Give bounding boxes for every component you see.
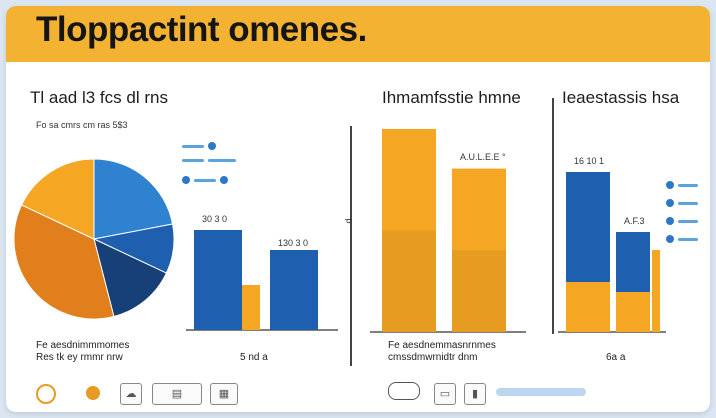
trash-icon: ▮ xyxy=(464,383,486,405)
legend-line-icon xyxy=(678,237,698,241)
data-label: A.F.3 xyxy=(624,216,645,226)
caption-line: Fe aesdnemmasnrnmes xyxy=(388,340,496,351)
bar-segment xyxy=(566,172,610,282)
bar xyxy=(382,128,436,332)
axis-label: d xyxy=(343,218,354,224)
legend-line-icon xyxy=(208,159,236,162)
legend-line-icon xyxy=(678,219,698,223)
legend-item xyxy=(182,142,216,150)
legend-item xyxy=(182,159,236,162)
legend-line-icon xyxy=(182,159,204,162)
orange-dot-icon xyxy=(86,386,100,400)
bar-segment xyxy=(652,250,660,332)
panel-divider xyxy=(552,98,554,334)
pie-slice xyxy=(93,238,168,318)
document-icon: ▤ xyxy=(152,383,202,405)
legend-dot-icon xyxy=(666,217,674,225)
legend-item xyxy=(666,181,698,189)
bar-segment xyxy=(616,292,650,332)
legend-dot-icon xyxy=(666,199,674,207)
progress-track xyxy=(496,388,586,396)
info-icon xyxy=(36,384,56,404)
data-label: 130 3 0 xyxy=(278,238,309,248)
legend-dot-icon xyxy=(182,176,190,184)
connector-icon xyxy=(388,382,420,400)
data-label: 16 10 1 xyxy=(574,156,605,166)
left-panel-subtitle: Fo sa cmrs cm ras 5$3 xyxy=(36,120,128,130)
data-label: 30 3 0 xyxy=(202,214,228,224)
bar-segment xyxy=(566,282,610,332)
caption-line: 5 nd a xyxy=(240,352,268,363)
caption-line: 6a a xyxy=(606,352,626,363)
pie-slice xyxy=(20,158,95,240)
legend-dot-icon xyxy=(220,176,228,184)
folder-icon: ▭ xyxy=(434,383,456,405)
page-title: Tloppactint omenes. xyxy=(36,10,367,49)
caption-line: Res tk ey rmmr nrw xyxy=(36,352,123,363)
left-panel-title: Tl aad l3 fcs dl rns xyxy=(30,88,168,107)
cloud-icon: ☁ xyxy=(120,383,142,405)
chart-canvas xyxy=(13,128,666,333)
legend-item xyxy=(666,199,698,207)
bar xyxy=(270,250,318,330)
legend-dot-icon xyxy=(208,142,216,150)
bar xyxy=(242,285,260,330)
caption-line: cmssdmwrnidtr dnm xyxy=(388,352,478,363)
bar-shade xyxy=(382,230,436,332)
legend-line-icon xyxy=(182,144,204,148)
pie-slice xyxy=(13,204,115,320)
legend-line-icon xyxy=(678,183,698,187)
legend-item xyxy=(666,217,698,225)
bar-shade xyxy=(452,250,506,332)
caption-line: Fe aesdnimmmomes xyxy=(36,340,130,351)
bar xyxy=(194,230,242,330)
table-icon: ▦ xyxy=(210,383,238,405)
legend-line-icon xyxy=(194,178,216,182)
infographic-card: Tloppactint omenes. Tl aad l3 fcs dl rns… xyxy=(6,6,710,412)
middle-panel-title: Ihmamfsstie hmne xyxy=(382,88,521,107)
legend-dot-icon xyxy=(666,235,674,243)
title-banner: Tloppactint omenes. xyxy=(6,6,710,62)
right-panel-title: Ieaestassis hsa xyxy=(562,88,680,107)
panel-divider xyxy=(350,126,352,366)
pie-slice xyxy=(93,158,174,240)
data-label: A.U.L.E.E ° xyxy=(460,152,506,162)
bar xyxy=(452,168,506,332)
legend-line-icon xyxy=(678,201,698,205)
legend-dot-icon xyxy=(666,181,674,189)
bar-segment xyxy=(616,232,650,292)
legend-item xyxy=(182,176,228,184)
legend-item xyxy=(666,235,698,243)
